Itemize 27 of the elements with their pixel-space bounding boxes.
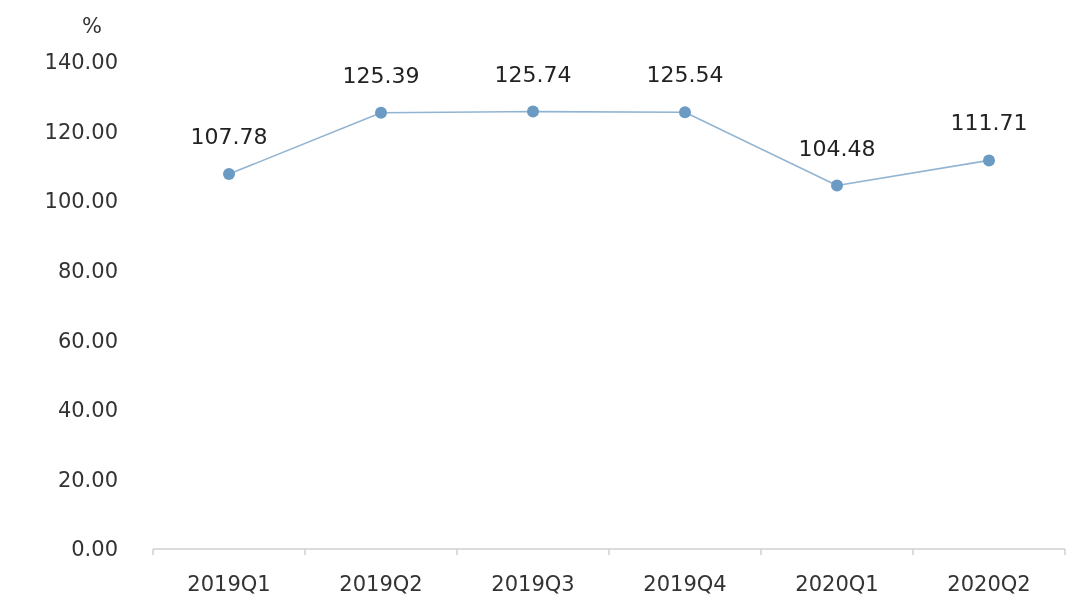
- x-tick-label: 2019Q3: [491, 572, 575, 596]
- x-tick-label: 2020Q2: [947, 572, 1031, 596]
- x-tick-label: 2019Q2: [339, 572, 423, 596]
- y-axis-title: %: [82, 14, 102, 38]
- x-tick-label: 2020Q1: [795, 572, 879, 596]
- y-tick-label: 20.00: [57, 467, 118, 492]
- data-label: 107.78: [190, 124, 268, 150]
- data-label: 125.39: [342, 62, 420, 88]
- y-tick-label: 140.00: [44, 50, 118, 75]
- x-tick-label: 2019Q1: [187, 572, 271, 596]
- point: [983, 154, 995, 167]
- data-label: 125.74: [494, 61, 572, 87]
- point: [375, 106, 387, 119]
- y-tick-label: 120.00: [44, 119, 118, 144]
- y-tick-label: 0.00: [71, 537, 118, 562]
- y-tick-label: 40.00: [57, 398, 118, 423]
- data-label: 125.54: [646, 62, 724, 88]
- point: [679, 106, 691, 119]
- y-tick-label: 80.00: [57, 259, 118, 284]
- point: [223, 168, 235, 181]
- point: [527, 105, 539, 118]
- x-tick-label: 2019Q4: [643, 572, 727, 596]
- point: [831, 179, 843, 192]
- y-tick-label: 100.00: [44, 189, 118, 214]
- data-label: 111.71: [950, 110, 1028, 136]
- data-label: 104.48: [798, 135, 876, 161]
- y-tick-label: 60.00: [57, 328, 118, 353]
